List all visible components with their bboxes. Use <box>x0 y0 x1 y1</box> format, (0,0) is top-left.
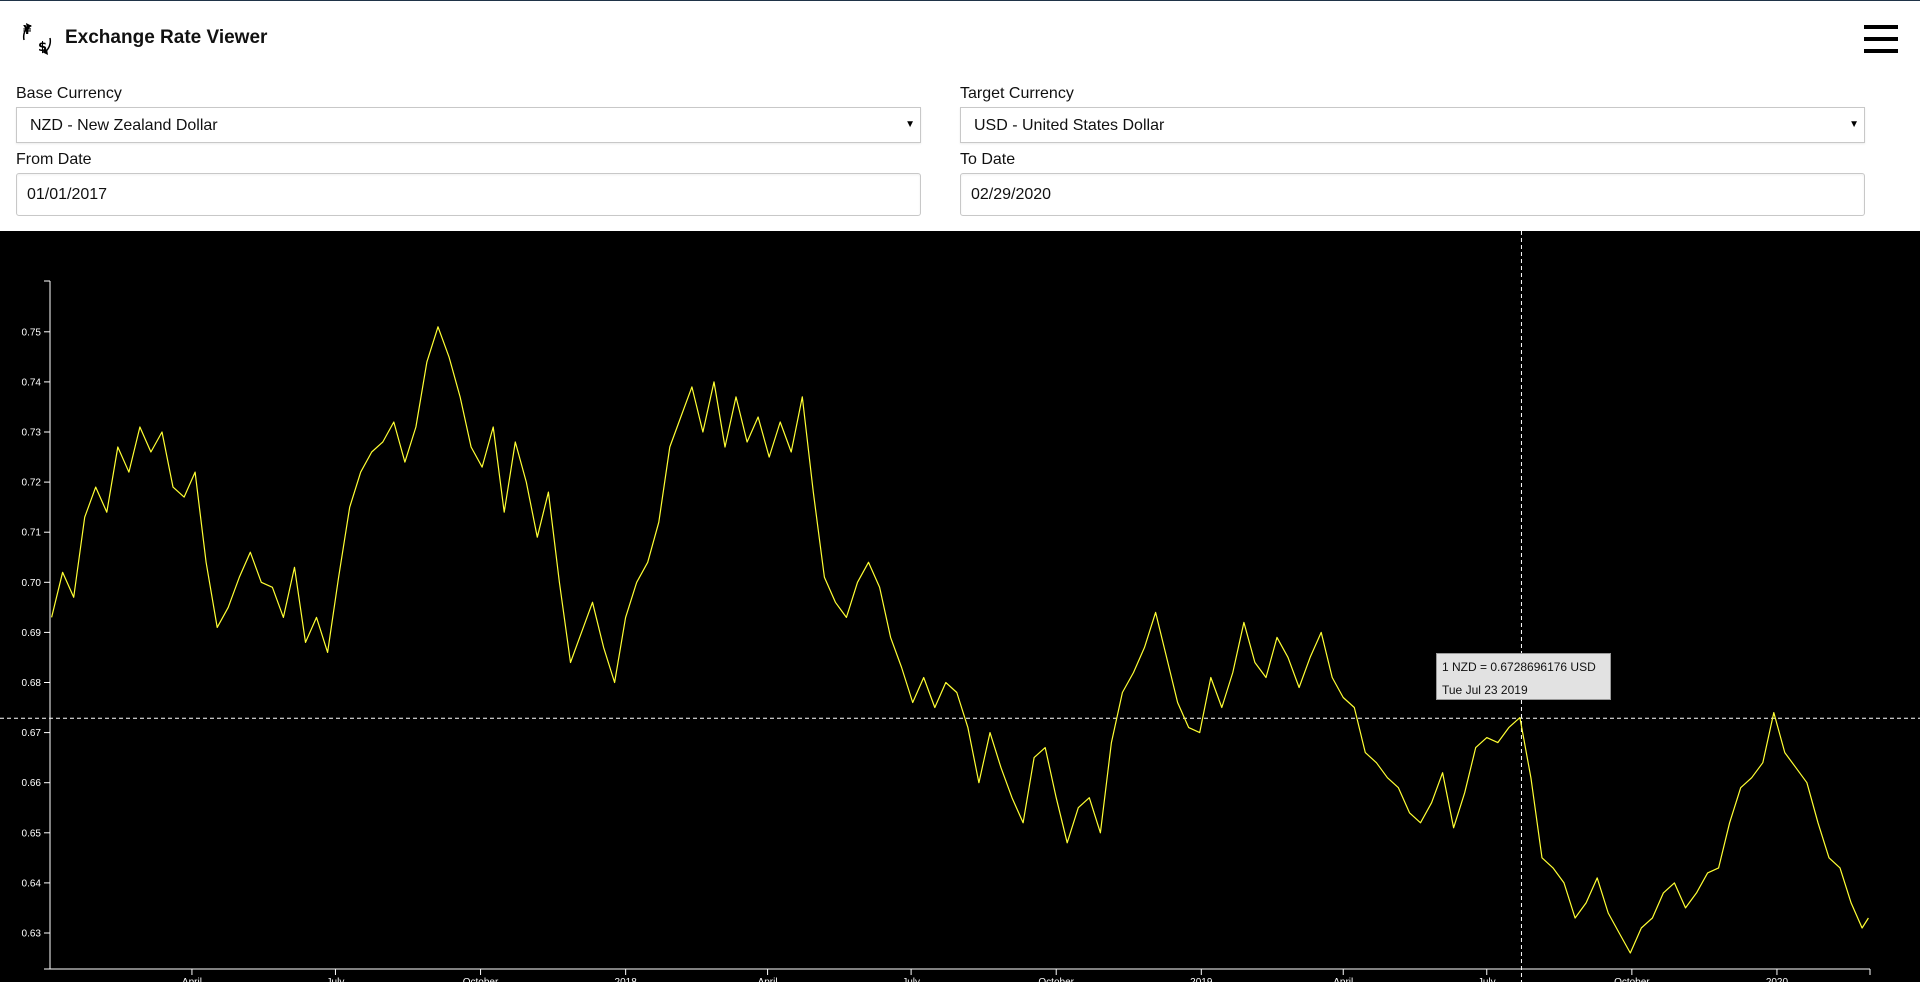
base-currency-value: NZD - New Zealand Dollar <box>30 117 218 134</box>
app-header: ¥ $ Exchange Rate Viewer <box>0 1 1920 77</box>
to-date-value: 02/29/2020 <box>971 186 1052 203</box>
y-tick-label: 0.71 <box>22 528 42 539</box>
target-currency-value: USD - United States Dollar <box>974 117 1165 134</box>
from-date-input[interactable]: 01/01/2017 <box>16 173 921 216</box>
y-tick-label: 0.70 <box>22 578 42 589</box>
chart-tooltip: 1 NZD = 0.6728696176 USD Tue Jul 23 2019 <box>1436 653 1611 700</box>
y-tick-label: 0.66 <box>22 778 42 789</box>
top-accent-line <box>0 0 1920 1</box>
to-date-input[interactable]: 02/29/2020 <box>960 173 1865 216</box>
y-tick-label: 0.68 <box>22 678 42 689</box>
y-tick-label: 0.73 <box>22 428 42 439</box>
svg-text:$: $ <box>38 40 47 55</box>
y-tick-label: 0.72 <box>22 478 42 489</box>
x-tick-label: October <box>1038 977 1074 982</box>
x-tick-label: April <box>1333 977 1353 982</box>
to-date-label: To Date <box>960 151 1016 168</box>
y-tick-label: 0.63 <box>22 929 42 940</box>
base-currency-label: Base Currency <box>16 85 122 102</box>
from-date-value: 01/01/2017 <box>27 186 108 203</box>
target-currency-label: Target Currency <box>960 85 1074 102</box>
x-tick-label: April <box>182 977 202 982</box>
y-tick-label: 0.69 <box>22 628 42 639</box>
chevron-down-icon: ▼ <box>905 119 915 130</box>
x-tick-label: 2018 <box>615 977 638 982</box>
base-currency-select[interactable]: NZD - New Zealand Dollar ▼ <box>16 107 921 143</box>
x-tick-label: July <box>1478 977 1496 982</box>
x-tick-label: July <box>902 977 920 982</box>
y-tick-label: 0.74 <box>22 377 42 388</box>
y-tick-label: 0.64 <box>22 878 42 889</box>
hamburger-menu-icon[interactable] <box>1864 23 1900 55</box>
x-tick-label: 2020 <box>1766 977 1789 982</box>
app-title: Exchange Rate Viewer <box>65 27 268 48</box>
y-tick-label: 0.65 <box>22 828 42 839</box>
chevron-down-icon: ▼ <box>1849 119 1859 130</box>
x-tick-label: July <box>327 977 345 982</box>
tooltip-rate: 1 NZD = 0.6728696176 USD <box>1442 660 1596 674</box>
chart-svg: 0.63 0.64 0.65 0.66 0.67 0.68 0.69 0.70 0.71 0.72… <box>0 231 1920 982</box>
x-tick-label: October <box>463 977 499 982</box>
x-tick-label: April <box>758 977 778 982</box>
exchange-rate-chart[interactable]: 0.63 0.64 0.65 0.66 0.67 0.68 0.69 0.70 0.71 0.72… <box>0 231 1920 982</box>
y-tick-label: 0.75 <box>22 327 42 338</box>
series-line <box>51 326 1869 954</box>
svg-text:¥: ¥ <box>23 23 32 37</box>
from-date-label: From Date <box>16 151 92 168</box>
y-tick-label: 0.67 <box>22 728 42 739</box>
tooltip-date: Tue Jul 23 2019 <box>1442 683 1528 697</box>
x-tick-label: October <box>1614 977 1650 982</box>
x-tick-label: 2019 <box>1190 977 1213 982</box>
currency-exchange-icon: ¥ $ <box>20 21 54 57</box>
target-currency-select[interactable]: USD - United States Dollar ▼ <box>960 107 1865 143</box>
